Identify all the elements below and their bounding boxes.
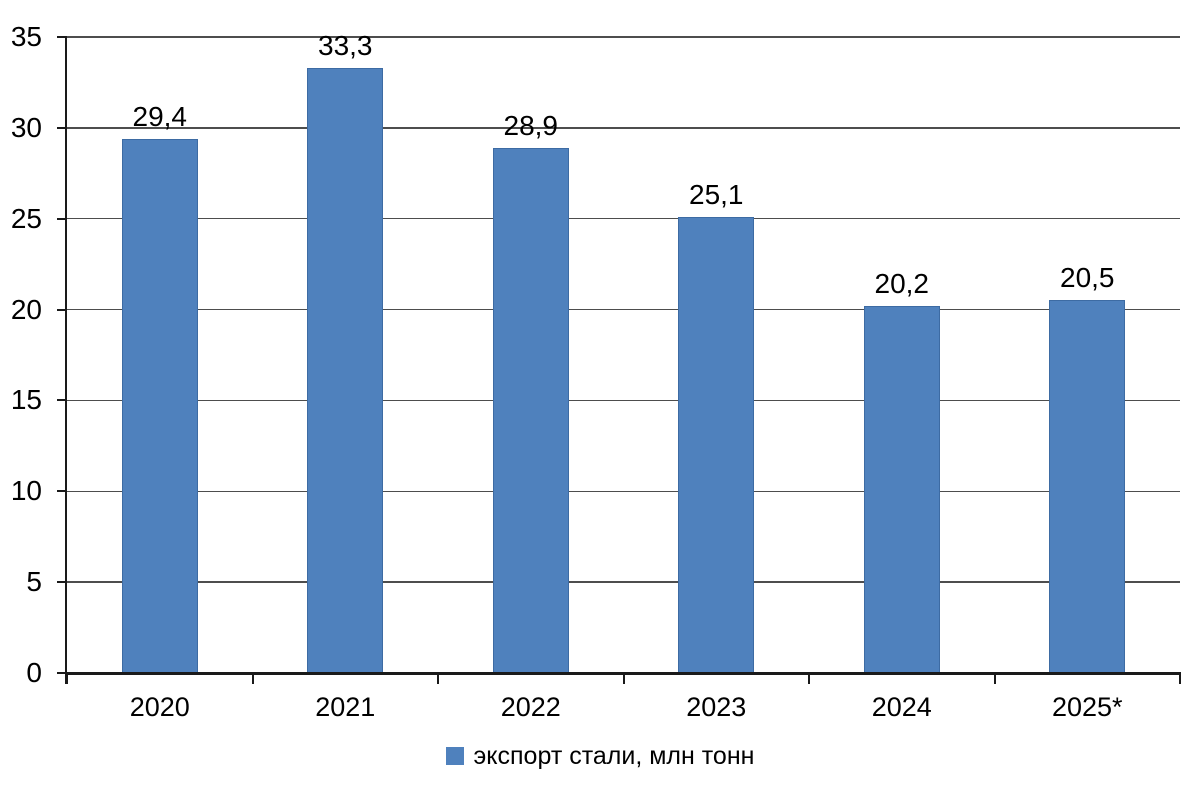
x-axis-category-label-2021: 2021 xyxy=(315,692,376,722)
y-axis-tick-mark xyxy=(57,126,67,129)
bar-2023 xyxy=(678,216,755,673)
y-axis-tick-label: 5 xyxy=(26,566,42,598)
bar-2021 xyxy=(307,67,384,673)
x-axis-tick-mark xyxy=(993,673,996,684)
x-axis-category-label-2023: 2023 xyxy=(686,692,747,722)
y-axis-line xyxy=(65,37,67,684)
gridline-35 xyxy=(67,36,1180,38)
x-axis-tick-mark xyxy=(437,673,439,684)
y-axis-tick-mark xyxy=(57,217,67,220)
y-axis-tick-mark xyxy=(57,308,67,311)
bar-2022 xyxy=(492,147,569,673)
gridline-10 xyxy=(67,490,1180,493)
x-axis-tick-mark xyxy=(66,673,68,684)
x-axis-tick-mark xyxy=(622,673,625,684)
gridline-5 xyxy=(67,581,1180,583)
y-axis-tick-label: 25 xyxy=(10,202,42,234)
gridline-15 xyxy=(67,399,1180,402)
bar-2020 xyxy=(121,138,198,673)
y-axis-tick-label: 0 xyxy=(26,657,42,688)
gridline-30 xyxy=(67,127,1180,129)
x-axis-category-label-2020: 2020 xyxy=(129,692,190,722)
y-axis-tick-label: 20 xyxy=(10,293,42,325)
x-axis-tick-mark xyxy=(251,673,254,684)
bar-2025* xyxy=(1049,300,1126,673)
y-axis-tick-label: 10 xyxy=(10,475,42,507)
gridline-20 xyxy=(67,308,1180,311)
x-axis-category-label-2024: 2024 xyxy=(871,692,932,722)
chart-legend: экспорт стали, млн тонн xyxy=(0,741,1200,771)
y-axis-tick-mark xyxy=(57,672,67,674)
x-axis-category-label-2022: 2022 xyxy=(500,692,561,722)
bar-value-label-2024: 20,2 xyxy=(874,267,930,299)
bar-2024 xyxy=(863,305,940,673)
gridline-25 xyxy=(67,217,1180,220)
bar-value-label-2021: 33,3 xyxy=(318,29,373,61)
bar-value-label-2025*: 20,5 xyxy=(1060,262,1115,294)
y-axis-tick-mark xyxy=(57,581,67,584)
y-axis-tick-mark xyxy=(57,399,67,402)
y-axis-tick-label: 35 xyxy=(10,21,42,52)
x-axis-tick-mark xyxy=(1179,673,1181,684)
bar-value-label-2020: 29,4 xyxy=(132,100,188,132)
x-axis-tick-mark xyxy=(808,673,810,684)
y-axis-tick-label: 15 xyxy=(10,384,42,416)
y-axis-tick-mark xyxy=(57,36,67,38)
y-axis-tick-label: 30 xyxy=(10,111,42,143)
bar-value-label-2022: 28,9 xyxy=(503,109,559,141)
bar-value-label-2023: 25,1 xyxy=(689,178,744,210)
x-axis-category-label-2025*: 2025* xyxy=(1051,692,1123,722)
y-axis-tick-mark xyxy=(57,490,67,493)
legend-swatch-icon xyxy=(445,747,464,765)
legend-label: экспорт стали, млн тонн xyxy=(473,742,755,770)
x-axis-line xyxy=(65,671,1181,675)
